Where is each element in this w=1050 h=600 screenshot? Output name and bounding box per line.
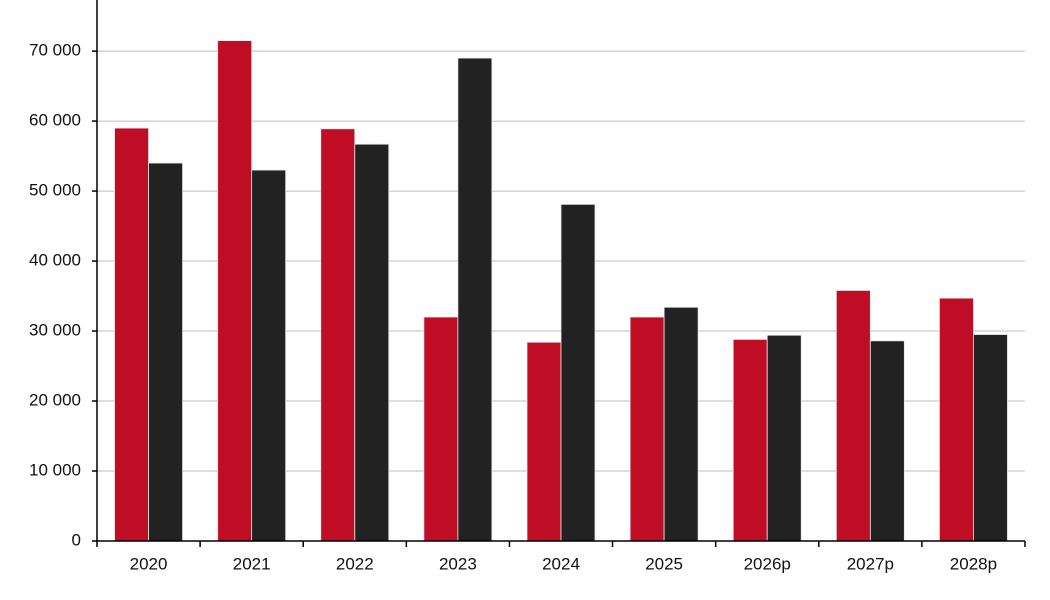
bar bbox=[732, 339, 768, 542]
bar bbox=[251, 169, 287, 542]
x-tick-label: 2025 bbox=[645, 554, 683, 573]
bar bbox=[835, 290, 871, 542]
bar bbox=[869, 340, 905, 542]
bar bbox=[354, 143, 390, 542]
bar bbox=[217, 40, 253, 542]
bar bbox=[629, 316, 665, 542]
y-tick-label: 10 000 bbox=[29, 460, 81, 479]
y-tick-label: 0 bbox=[72, 530, 81, 549]
bar bbox=[939, 297, 974, 542]
x-tick-label: 2023 bbox=[439, 554, 477, 573]
bar bbox=[320, 128, 356, 542]
bar bbox=[663, 306, 699, 542]
bar bbox=[973, 334, 1008, 542]
x-tick-label: 2028p bbox=[950, 554, 997, 573]
bar bbox=[148, 162, 183, 542]
bar bbox=[766, 334, 802, 542]
y-tick-label: 30 000 bbox=[29, 321, 81, 340]
y-tick-label: 50 000 bbox=[29, 181, 81, 200]
bar bbox=[560, 203, 596, 542]
x-tick-label: 2024 bbox=[542, 554, 580, 573]
bar bbox=[423, 316, 459, 542]
x-tick-label: 2026p bbox=[744, 554, 791, 573]
x-tick-label: 2022 bbox=[336, 554, 374, 573]
x-tick-label: 2020 bbox=[130, 554, 168, 573]
x-tick-label: 2027p bbox=[847, 554, 894, 573]
bar bbox=[114, 127, 149, 542]
bar bbox=[457, 57, 493, 542]
y-tick-label: 40 000 bbox=[29, 251, 81, 270]
y-tick-label: 70 000 bbox=[29, 41, 81, 60]
x-tick-label: 2021 bbox=[233, 554, 271, 573]
y-tick-label: 60 000 bbox=[29, 111, 81, 130]
y-tick-label: 20 000 bbox=[29, 391, 81, 410]
bar bbox=[526, 341, 562, 542]
